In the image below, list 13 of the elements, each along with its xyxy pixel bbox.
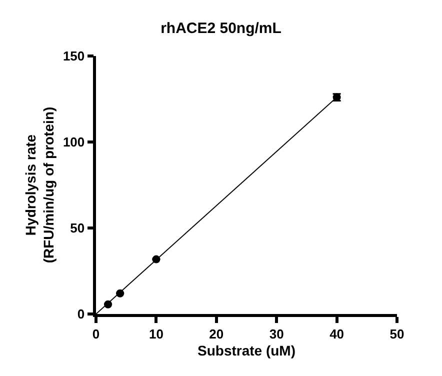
chart-title: rhACE2 50ng/mL	[160, 20, 282, 38]
x-tick-label: 50	[390, 326, 404, 342]
y-tick-label: 0	[77, 306, 85, 322]
x-tick-label: 30	[269, 326, 284, 342]
y-tick-label: 50	[70, 220, 85, 236]
y-tick-label: 100	[62, 134, 85, 150]
x-tick-label: 20	[209, 326, 224, 342]
x-tick-label: 40	[330, 326, 344, 342]
x-axis-title: Substrate (uM)	[198, 342, 296, 359]
y-tick-label: 150	[62, 48, 85, 64]
y-axis-title: Hydrolysis rate (RFU/min/ug of protein)	[22, 106, 57, 264]
x-tick-label: 0	[92, 326, 100, 342]
x-tick-label: 10	[148, 326, 164, 342]
